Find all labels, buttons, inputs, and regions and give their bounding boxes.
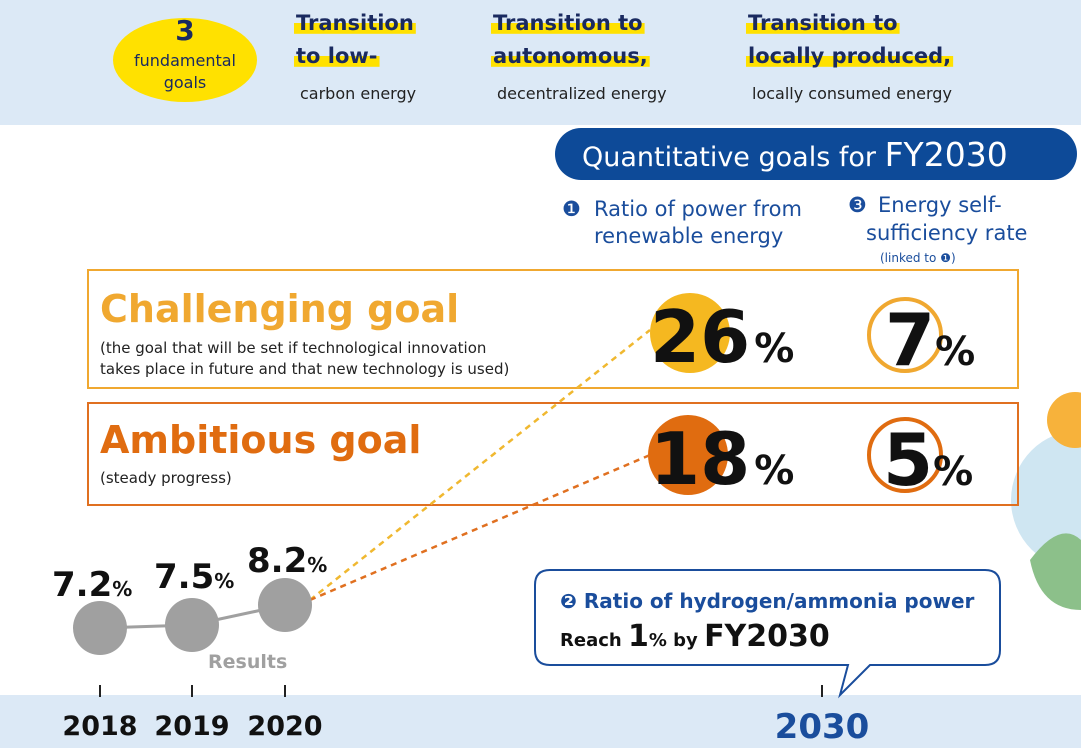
result-dot — [73, 601, 127, 655]
badge-text: goals — [164, 73, 207, 92]
year: 2020 — [247, 711, 322, 742]
results-label: Results — [208, 651, 287, 673]
goal-subtitle: locally consumed energy — [752, 84, 952, 103]
year: 2018 — [62, 711, 137, 742]
callout-title: ❷ Ratio of hydrogen/ammonia power — [560, 589, 975, 613]
column-label: Ratio of power from — [594, 197, 802, 221]
column-note: (linked to ❶) — [880, 251, 956, 265]
result-dot — [165, 598, 219, 652]
goal-title: locally produced, — [748, 44, 951, 68]
column-label: renewable energy — [594, 224, 783, 248]
goal-title: to low- — [296, 44, 378, 68]
row-title: Challenging goal — [100, 287, 459, 331]
column-label: sufficiency rate — [866, 221, 1027, 245]
year: 2030 — [775, 707, 870, 747]
infographic: 3 fundamental goals Transition to low-car… — [0, 0, 1081, 748]
goal-title: autonomous, — [493, 44, 648, 68]
goal-title: Transition — [296, 11, 414, 35]
row-description: takes place in future and that new techn… — [100, 360, 509, 378]
column-marker: ❶ — [562, 197, 581, 221]
row-description: (the goal that will be set if technologi… — [100, 339, 486, 357]
badge-number: 3 — [175, 14, 194, 47]
result-dot — [258, 578, 312, 632]
goal-subtitle: decentralized energy — [497, 84, 667, 103]
year: 2019 — [154, 711, 229, 742]
goal-title: Transition to — [493, 11, 643, 35]
row-title: Ambitious goal — [100, 418, 421, 462]
column-label: Energy self- — [878, 193, 1002, 217]
badge-text: fundamental — [134, 51, 236, 70]
column-marker: ❸ — [848, 193, 867, 217]
goal-title: Transition to — [748, 11, 898, 35]
row-description: (steady progress) — [100, 469, 232, 487]
page: 3 fundamental goals Transition to low-car… — [0, 0, 1081, 748]
goal-subtitle: carbon energy — [300, 84, 416, 103]
